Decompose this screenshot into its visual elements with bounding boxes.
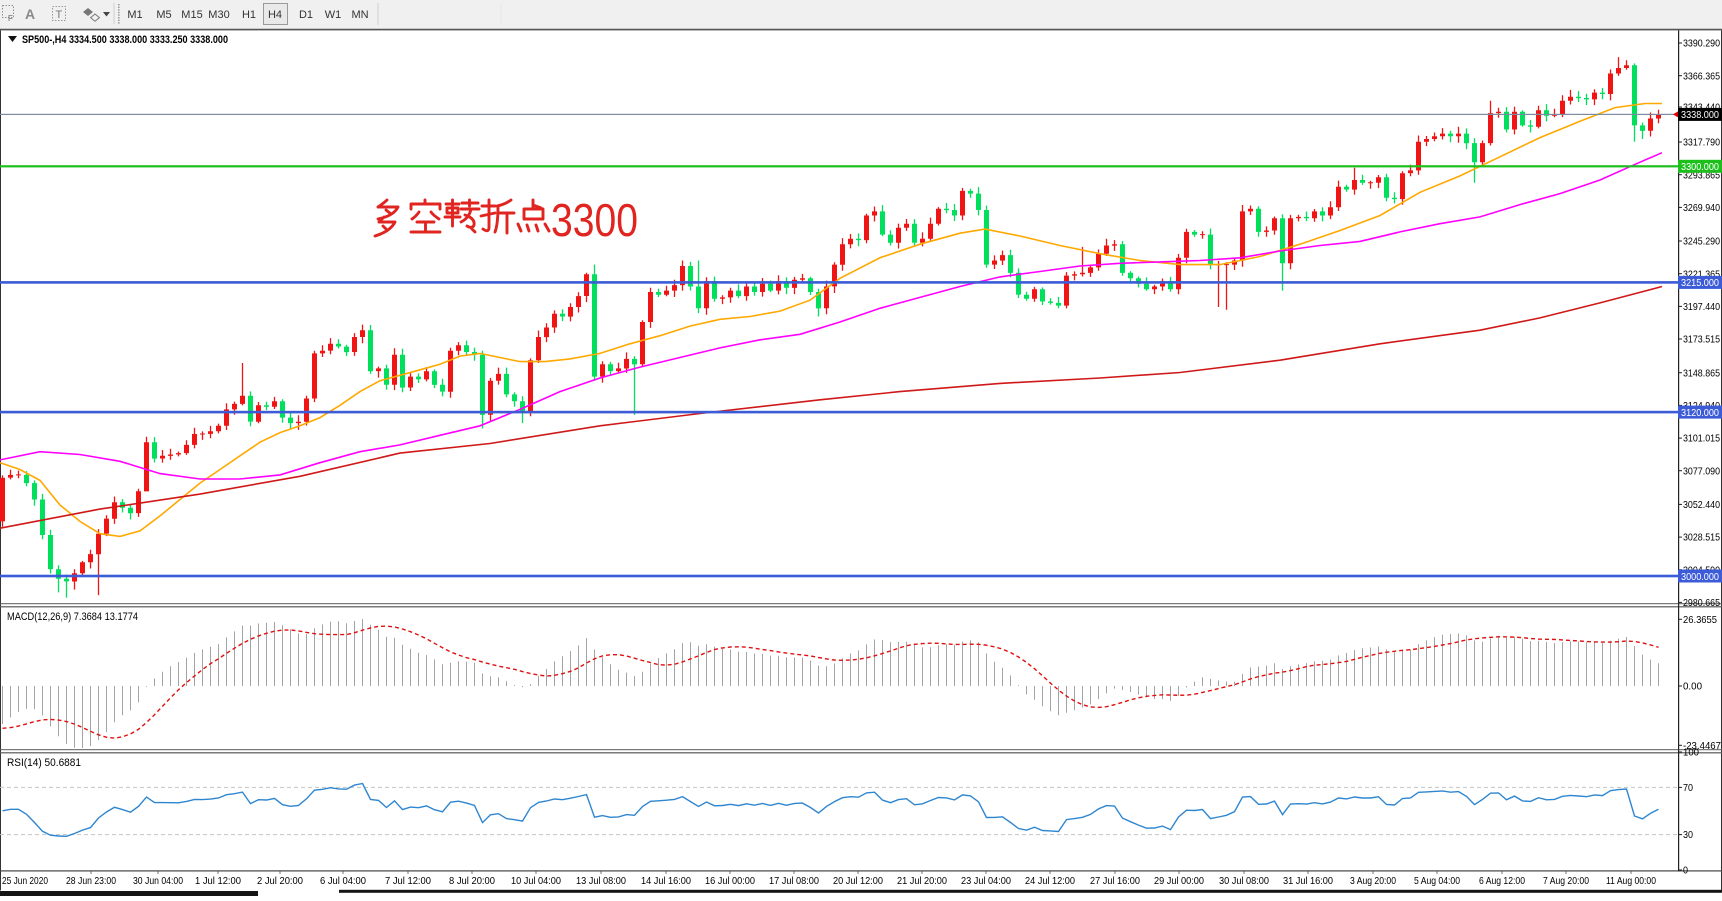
svg-text:M5: M5 [156,9,171,21]
svg-text:23 Jul 04:00: 23 Jul 04:00 [961,875,1011,887]
svg-text:3000.000: 3000.000 [1681,571,1719,583]
svg-text:25 Jun 2020: 25 Jun 2020 [2,875,48,887]
svg-text:7 Aug 20:00: 7 Aug 20:00 [1543,875,1589,887]
svg-text:3052.440: 3052.440 [1683,499,1720,511]
svg-text:D1: D1 [299,9,313,21]
svg-text:10 Jul 04:00: 10 Jul 04:00 [511,875,561,887]
svg-text:70: 70 [1683,782,1693,794]
svg-text:27 Jul 16:00: 27 Jul 16:00 [1090,875,1140,887]
svg-text:RSI(14) 50.6881: RSI(14) 50.6881 [7,757,81,769]
svg-text:8 Jul 20:00: 8 Jul 20:00 [449,875,495,887]
svg-text:-23.4467: -23.4467 [1683,740,1721,752]
svg-text:16 Jul 00:00: 16 Jul 00:00 [705,875,755,887]
svg-text:3245.290: 3245.290 [1683,236,1720,248]
svg-text:0.00: 0.00 [1683,681,1702,693]
svg-text:3101.015: 3101.015 [1683,433,1720,445]
svg-text:3148.865: 3148.865 [1683,367,1720,379]
svg-text:20 Jul 12:00: 20 Jul 12:00 [833,875,883,887]
svg-text:3300: 3300 [551,195,638,247]
svg-text:24 Jul 12:00: 24 Jul 12:00 [1025,875,1075,887]
svg-text:A: A [25,6,35,22]
svg-text:SP500-,H4 3334.500 3338.000 3: SP500-,H4 3334.500 3338.000 3333.250 333… [22,34,228,46]
svg-text:W1: W1 [325,9,342,21]
svg-text:M1: M1 [127,9,142,21]
svg-text:5 Aug 04:00: 5 Aug 04:00 [1414,875,1460,887]
svg-text:1 Jul 12:00: 1 Jul 12:00 [195,875,241,887]
svg-text:3269.940: 3269.940 [1683,202,1720,214]
svg-text:3300.000: 3300.000 [1681,161,1719,173]
svg-text:21 Jul 20:00: 21 Jul 20:00 [897,875,947,887]
svg-text:30 Jun 04:00: 30 Jun 04:00 [133,875,183,887]
svg-text:13 Jul 08:00: 13 Jul 08:00 [576,875,626,887]
svg-text:14 Jul 16:00: 14 Jul 16:00 [641,875,691,887]
svg-text:3 Aug 20:00: 3 Aug 20:00 [1350,875,1396,887]
svg-text:30 Jul 08:00: 30 Jul 08:00 [1219,875,1269,887]
svg-text:6 Jul 04:00: 6 Jul 04:00 [320,875,366,887]
svg-text:H4: H4 [268,9,282,21]
svg-text:M15: M15 [181,9,202,21]
svg-text:2 Jul 20:00: 2 Jul 20:00 [257,875,303,887]
svg-text:3317.790: 3317.790 [1683,137,1720,149]
svg-text:F: F [8,14,13,23]
svg-text:17 Jul 08:00: 17 Jul 08:00 [769,875,819,887]
svg-text:31 Jul 16:00: 31 Jul 16:00 [1283,875,1333,887]
svg-text:3338.000: 3338.000 [1681,109,1719,121]
svg-text:3215.000: 3215.000 [1681,277,1719,289]
svg-text:MN: MN [351,9,368,21]
svg-text:30: 30 [1683,829,1693,841]
svg-text:3390.290: 3390.290 [1683,38,1720,50]
svg-text:0: 0 [1683,865,1688,877]
svg-text:6 Aug 12:00: 6 Aug 12:00 [1479,875,1525,887]
svg-text:3197.440: 3197.440 [1683,301,1720,313]
svg-text:3173.515: 3173.515 [1683,334,1720,346]
svg-text:3077.090: 3077.090 [1683,465,1720,477]
svg-text:7 Jul 12:00: 7 Jul 12:00 [385,875,431,887]
svg-text:3028.515: 3028.515 [1683,532,1720,544]
svg-text:T: T [56,9,63,21]
svg-text:H1: H1 [242,9,256,21]
svg-text:MACD(12,26,9) 7.3684 13.1774: MACD(12,26,9) 7.3684 13.1774 [7,611,138,623]
svg-text:11 Aug 00:00: 11 Aug 00:00 [1606,875,1656,887]
svg-text:28 Jun 23:00: 28 Jun 23:00 [66,875,116,887]
svg-text:3120.000: 3120.000 [1681,407,1719,419]
svg-text:26.3655: 26.3655 [1683,614,1717,626]
svg-text:M30: M30 [208,9,229,21]
svg-text:3366.365: 3366.365 [1683,70,1720,82]
svg-text:2980.665: 2980.665 [1683,597,1720,609]
svg-text:100: 100 [1683,747,1699,759]
svg-text:29 Jul 00:00: 29 Jul 00:00 [1154,875,1204,887]
